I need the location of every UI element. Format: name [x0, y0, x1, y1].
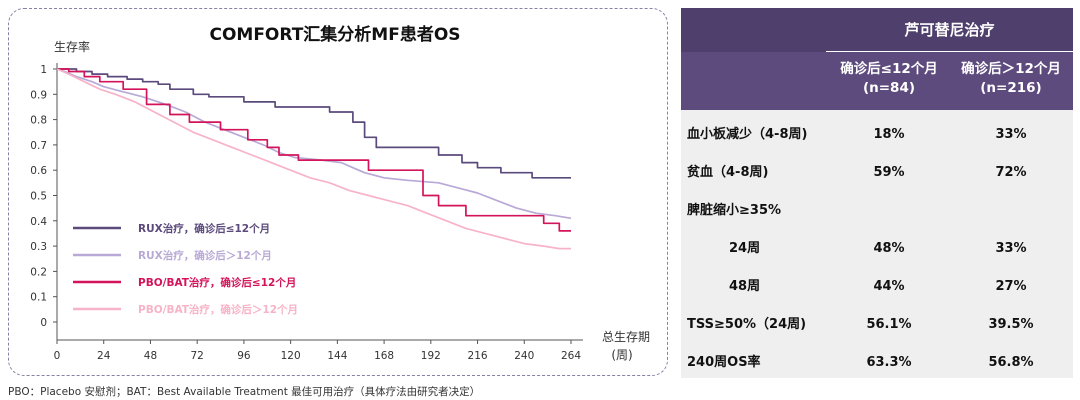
y-tick-label: 0.6	[30, 165, 47, 177]
row-label: 48周	[729, 279, 761, 294]
cell-le12	[829, 192, 949, 230]
cell-gt12: 72%	[995, 165, 1027, 180]
x-tick-label: 240	[514, 350, 534, 362]
series-line-pbo-bat-le12	[57, 68, 571, 232]
column-header-le12-n: (n=84)	[862, 80, 916, 96]
x-tick-label: 120	[281, 350, 301, 362]
group-header-label: 芦可替尼治疗	[904, 21, 995, 39]
x-tick-label: 96	[237, 350, 251, 362]
legend-label-rux-gt12: RUX治疗，确诊后＞12个月	[138, 249, 272, 262]
y-tick-label: 0.8	[30, 115, 47, 127]
table-group-header: 芦可替尼治疗	[681, 8, 1073, 52]
x-tick-label: 0	[54, 350, 61, 362]
footnote: PBO：Placebo 安慰剂；BAT：Best Available Treat…	[8, 386, 481, 398]
table-row: 24周 48% 33%	[681, 230, 1073, 268]
y-tick-label: 0.9	[30, 89, 47, 101]
row-label: 脾脏缩小≥35%	[687, 203, 782, 218]
chart-panel	[8, 8, 668, 376]
legend-label-pbo-bat-gt12: PBO/BAT治疗，确诊后＞12个月	[138, 303, 298, 316]
cell-gt12: 56.8%	[988, 355, 1034, 370]
chart-title: COMFORT汇集分析MF患者OS	[209, 24, 460, 45]
cell-gt12: 33%	[995, 127, 1027, 142]
x-tick-label: 24	[97, 350, 111, 362]
y-tick-label: 0	[40, 317, 47, 329]
y-tick-label: 0.7	[30, 140, 47, 152]
header-divider	[826, 51, 1073, 52]
cell-le12: 56.1%	[866, 317, 912, 332]
y-tick-label: 0.1	[30, 292, 47, 304]
table-row: TSS≥50%（24周) 56.1% 39.5%	[681, 306, 1073, 344]
table-row: 贫血（4-8周) 59% 72%	[681, 154, 1073, 192]
x-tick-label: 168	[374, 350, 394, 362]
table-row: 脾脏缩小≥35%	[681, 192, 1073, 230]
y-tick-label: 1	[40, 64, 47, 76]
x-axis-label: 总生存期	[602, 330, 650, 344]
x-tick-label: 72	[190, 350, 203, 362]
cell-gt12: 39.5%	[988, 317, 1034, 332]
row-label: 24周	[729, 241, 761, 256]
column-header-le12: 确诊后≤12个月 (n=84)	[829, 60, 949, 98]
table-column-header: 确诊后≤12个月 (n=84) 确诊后＞12个月 (n=216)	[681, 52, 1073, 110]
column-header-gt12-n: (n=216)	[980, 80, 1042, 96]
cell-gt12	[951, 192, 1071, 230]
column-header-le12-title: 确诊后≤12个月	[840, 61, 938, 77]
x-tick-label: 144	[327, 350, 347, 362]
series-line-pbo-bat-gt12	[56, 68, 571, 250]
x-tick-label: 48	[144, 350, 157, 362]
y-tick-label: 0.2	[30, 266, 47, 278]
y-axis-label: 生存率	[54, 39, 90, 54]
row-label: TSS≥50%（24周)	[687, 317, 807, 332]
x-axis-unit: (周)	[611, 348, 632, 362]
cell-le12: 59%	[873, 165, 905, 180]
row-label: 240周OS率	[687, 355, 761, 370]
cell-gt12: 27%	[995, 279, 1027, 294]
table-row: 血小板减少（4-8周) 18% 33%	[681, 116, 1073, 154]
y-tick-label: 0.5	[30, 191, 47, 203]
x-tick-label: 216	[468, 350, 488, 362]
column-header-gt12: 确诊后＞12个月 (n=216)	[951, 60, 1071, 98]
series-line-rux-gt12	[56, 68, 572, 220]
y-tick-label: 0.3	[30, 241, 47, 253]
x-tick-label: 192	[421, 350, 441, 362]
column-header-gt12-title: 确诊后＞12个月	[961, 61, 1061, 77]
table-row: 240周OS率 63.3% 56.8%	[681, 344, 1073, 382]
legend-label-rux-le12: RUX治疗，确诊后≤12个月	[138, 222, 270, 235]
table-row: 48周 44% 27%	[681, 268, 1073, 306]
series-line-rux-le12	[57, 68, 571, 179]
legend-label-pbo-bat-le12: PBO/BAT治疗，确诊后≤12个月	[138, 276, 296, 289]
cell-le12: 63.3%	[866, 355, 912, 370]
cell-le12: 18%	[873, 127, 905, 142]
survival-chart: COMFORT汇集分析MF患者OS 生存率 0 0.1 0.2 0.3 0.4 0.5 0.6 0…	[30, 24, 650, 362]
y-tick-label: 0.4	[30, 216, 47, 228]
cell-le12: 48%	[873, 241, 905, 256]
cell-le12: 44%	[873, 279, 905, 294]
row-label: 贫血（4-8周)	[687, 165, 769, 180]
x-tick-label: 264	[561, 350, 581, 362]
row-label: 血小板减少（4-8周)	[687, 127, 808, 142]
cell-gt12: 33%	[995, 241, 1027, 256]
results-table: 芦可替尼治疗 确诊后≤12个月 (n=84) 确诊后＞12个月 (n=216) …	[681, 8, 1073, 378]
